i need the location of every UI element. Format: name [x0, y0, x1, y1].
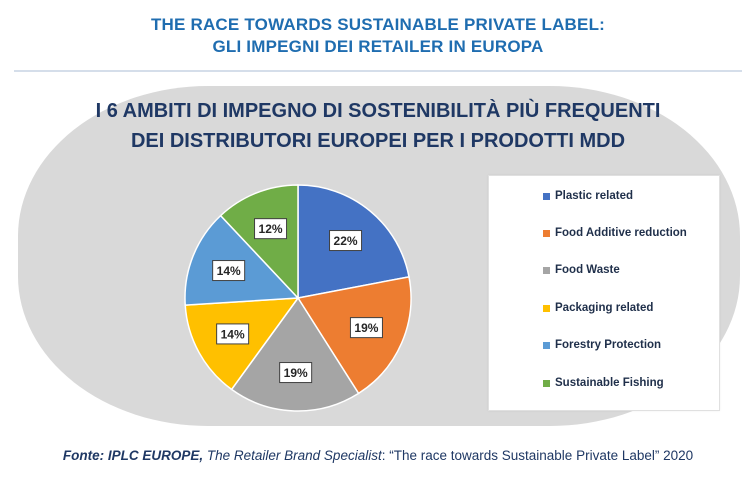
source-note: Fonte: IPLC EUROPE, The Retailer Brand S… — [0, 448, 756, 463]
legend-swatch-2 — [543, 229, 550, 237]
legend-item-2: Food Additive reduction — [543, 225, 687, 241]
chart-title-line-1: I 6 AMBITI DI IMPEGNO DI SOSTENIBILITÀ P… — [95, 100, 661, 122]
pie-slice-3 — [230, 296, 360, 412]
source-company-desc: The Retailer Brand Specialist — [206, 448, 382, 463]
data-label-1: 22% — [329, 230, 363, 252]
data-label-text-2: 19% — [354, 321, 378, 335]
data-label-3: 19% — [279, 362, 313, 384]
data-label-text-6: 12% — [259, 222, 283, 236]
data-label-text-4: 14% — [221, 327, 245, 341]
source-prefix: Fonte: IPLC EUROPE, — [62, 448, 204, 463]
data-label-text-3: 19% — [284, 366, 308, 380]
header-divider — [14, 70, 742, 72]
chart-title-line-2: DEI DISTRIBUTORI EUROPEI PER I PRODOTTI … — [130, 130, 626, 152]
data-label-text-5: 14% — [217, 264, 241, 278]
legend-swatch-1 — [543, 192, 550, 200]
legend-item-4: Packaging related — [543, 300, 653, 316]
data-label-text-1: 22% — [334, 234, 358, 248]
legend-item-3: Food Waste — [543, 262, 620, 278]
header: THE RACE TOWARDS SUSTAINABLE PRIVATE LAB… — [0, 14, 756, 58]
legend-label-1: Plastic related — [555, 190, 633, 202]
legend-item-5: Forestry Protection — [543, 337, 661, 353]
data-label-6: 12% — [254, 218, 288, 240]
legend-item-6: Sustainable Fishing — [543, 375, 664, 391]
legend-swatch-6 — [543, 379, 550, 387]
legend-swatch-4 — [543, 304, 550, 312]
legend-label-4: Packaging related — [555, 302, 654, 314]
legend-item-1: Plastic related — [543, 188, 633, 204]
legend-label-5: Forestry Protection — [555, 339, 662, 351]
source-title: : “The race towards Sustainable Private … — [381, 448, 694, 463]
legend-label-2: Food Additive reduction — [555, 227, 687, 239]
pie-slice-6 — [219, 184, 299, 300]
chart-legend: Plastic related Food Additive reduction Fo… — [488, 175, 720, 411]
legend-label-3: Food Waste — [555, 264, 620, 276]
header-title-line-2: GLI IMPEGNI DEI RETAILER IN EUROPA — [212, 37, 544, 56]
data-label-4: 14% — [216, 323, 250, 345]
legend-label-6: Sustainable Fishing — [555, 377, 664, 389]
header-title-line-1: THE RACE TOWARDS SUSTAINABLE PRIVATE LAB… — [150, 15, 606, 34]
legend-swatch-3 — [543, 266, 550, 274]
data-label-2: 19% — [349, 317, 383, 339]
legend-swatch-5 — [543, 341, 550, 349]
data-label-5: 14% — [212, 260, 246, 282]
